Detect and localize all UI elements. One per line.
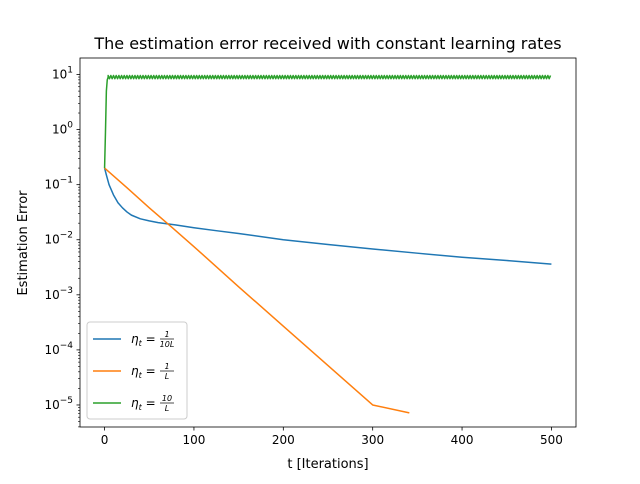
legend-label-3: ηt = [131,396,156,412]
x-tick-label: 300 [361,433,384,447]
x-tick-label: 200 [272,433,295,447]
x-tick-label: 100 [182,433,205,447]
legend-fraction-denominator: L [165,372,169,381]
x-axis-label: t [Iterations] [287,457,368,472]
legend-fraction-denominator: L [165,404,169,413]
legend-fraction-numerator: 10 [162,394,172,403]
x-tick-label: 0 [101,433,109,447]
legend-box [86,321,188,420]
legend-label-2: ηt = [131,364,156,380]
x-tick-label: 500 [540,433,563,447]
legend-fraction-numerator: 1 [164,362,169,371]
legend-label-1: ηt = [131,332,156,348]
series-lines [103,74,552,414]
legend-fraction-denominator: 10L [160,340,175,349]
series-line-3 [103,74,552,169]
x-tick-label: 400 [451,433,474,447]
chart-title: The estimation error received with const… [93,34,561,53]
series-line-2 [104,167,410,414]
y-axis-label: Estimation Error [16,190,31,296]
legend-fraction-numerator: 1 [164,330,169,339]
